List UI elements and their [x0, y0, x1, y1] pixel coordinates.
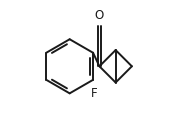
Text: O: O: [95, 9, 104, 22]
Text: F: F: [91, 87, 98, 100]
